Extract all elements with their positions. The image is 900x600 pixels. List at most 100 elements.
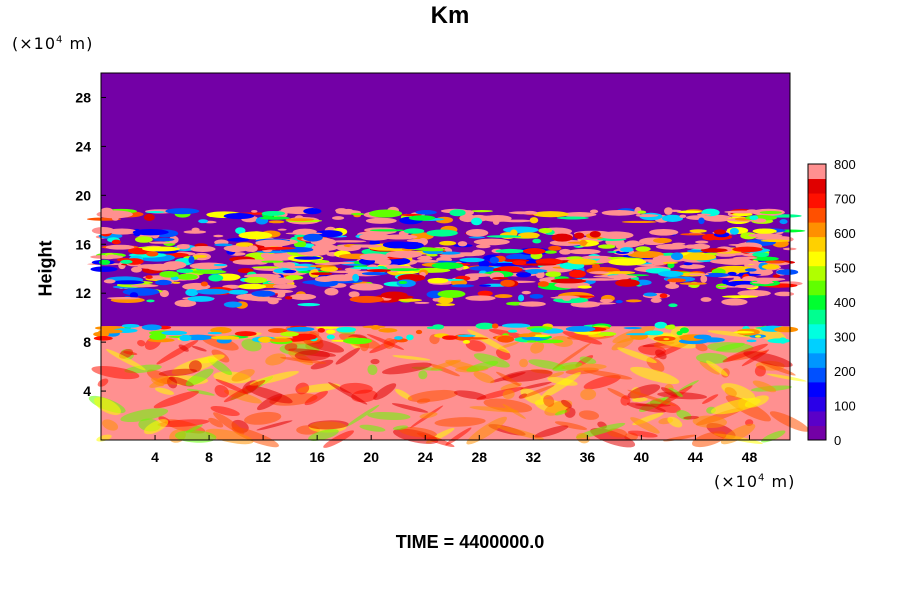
- eddy-patch: [392, 425, 408, 431]
- turbulence-patch: [662, 261, 679, 264]
- turbulence-patch: [615, 299, 623, 304]
- turbulence-patch: [237, 268, 254, 274]
- eddy-patch: [699, 361, 720, 375]
- fringe-patch: [326, 334, 335, 340]
- turbulence-patch: [282, 269, 297, 274]
- turbulence-patch: [330, 240, 367, 243]
- eddy-patch: [466, 360, 499, 372]
- eddy-patch: [367, 411, 411, 421]
- fringe-patch: [457, 334, 476, 337]
- fringe-patch: [234, 331, 257, 337]
- eddy-patch: [407, 389, 458, 403]
- turbulence-patch: [517, 232, 540, 239]
- turbulence-patch: [494, 294, 513, 299]
- colorbar-swatch: [808, 251, 826, 267]
- eddy-patch: [382, 362, 432, 375]
- turbulence-patch: [732, 212, 753, 217]
- turbulence-patch: [277, 228, 287, 231]
- turbulence-patch: [408, 215, 436, 221]
- turbulence-patch: [255, 239, 292, 247]
- turbulence-patch: [537, 281, 550, 287]
- turbulence-patch: [524, 269, 548, 273]
- turbulence-patch: [532, 211, 569, 218]
- turbulence-patch: [468, 236, 486, 239]
- turbulence-patch: [437, 251, 461, 255]
- turbulence-patch: [176, 243, 190, 250]
- turbulence-patch: [450, 284, 475, 288]
- turbulence-patch: [529, 293, 544, 299]
- fringe-patch: [280, 331, 299, 337]
- plot-frame: [100, 72, 791, 441]
- fringe-patch: [774, 326, 799, 333]
- colorbar-swatch: [808, 396, 826, 412]
- turbulence-patch: [419, 255, 431, 260]
- turbulence-patch: [122, 287, 160, 296]
- turbulence-patch: [464, 273, 492, 278]
- colorbar-swatch: [808, 338, 826, 354]
- turbulence-patch: [689, 229, 707, 233]
- eddy-patch: [391, 403, 429, 413]
- turbulence-patch: [551, 233, 573, 242]
- eddy-patch: [575, 422, 626, 439]
- fringe-patch: [292, 333, 317, 341]
- eddy-patch: [519, 385, 555, 399]
- turbulence-patch: [190, 245, 216, 253]
- turbulence-patch: [262, 258, 274, 262]
- turbulence-patch: [696, 213, 711, 216]
- eddy-patch: [366, 334, 405, 350]
- fringe-patch: [598, 331, 617, 336]
- eddy-patch: [367, 364, 378, 376]
- turbulence-patch: [653, 237, 672, 244]
- turbulence-patch: [349, 295, 384, 303]
- turbulence-patch: [679, 214, 687, 218]
- turbulence-patch: [120, 259, 133, 264]
- fringe-patch: [210, 335, 240, 340]
- eddy-patch: [156, 339, 199, 365]
- eddy-patch: [754, 365, 766, 377]
- fringe-patch: [442, 335, 458, 340]
- turbulence-patch: [489, 256, 500, 264]
- fringe-patch: [93, 336, 113, 341]
- eddy-patch: [244, 411, 282, 425]
- turbulence-patch: [650, 297, 662, 303]
- colorbar-frame: [807, 163, 827, 441]
- colorbar-swatch: [808, 309, 826, 325]
- eddy-patch: [473, 353, 510, 368]
- turbulence-patch: [398, 298, 423, 302]
- fringe-patch: [378, 328, 398, 333]
- colorbar-tick-label: 100: [834, 399, 856, 414]
- turbulence-patch: [659, 293, 668, 299]
- turbulence-patch: [592, 263, 600, 270]
- turbulence-patch: [581, 278, 620, 281]
- eddy-patch: [679, 380, 699, 391]
- turbulence-patch: [214, 243, 233, 247]
- turbulence-patch: [744, 268, 757, 272]
- turbulence-patch: [657, 255, 666, 260]
- turbulence-patch: [244, 276, 268, 284]
- turbulence-patch: [635, 214, 659, 218]
- turbulence-patch: [686, 249, 704, 253]
- eddy-patch: [769, 411, 810, 432]
- eddy-patch: [552, 342, 592, 370]
- eddy-patch: [627, 384, 661, 399]
- turbulence-patch: [426, 229, 458, 237]
- turbulence-patch: [359, 232, 391, 241]
- turbulence-patch: [589, 231, 601, 238]
- turbulence-patch: [414, 301, 430, 304]
- turbulence-patch: [512, 260, 527, 266]
- turbulence-patch: [774, 291, 795, 297]
- turbulence-patch: [267, 281, 294, 284]
- eddy-patch: [96, 434, 112, 442]
- turbulence-patch: [400, 213, 422, 217]
- fringe-patch: [161, 330, 188, 336]
- turbulence-patch: [134, 236, 153, 243]
- turbulence-patch: [386, 250, 423, 259]
- eddy-patch: [392, 355, 431, 361]
- turbulence-patch: [208, 274, 224, 282]
- x-tick-label: 40: [634, 449, 650, 465]
- turbulence-patch: [518, 301, 546, 307]
- turbulence-patch: [320, 266, 339, 272]
- fringe-patch: [258, 336, 273, 343]
- turbulence-patch: [238, 283, 267, 290]
- colorbar-tick-label: 800: [834, 157, 856, 172]
